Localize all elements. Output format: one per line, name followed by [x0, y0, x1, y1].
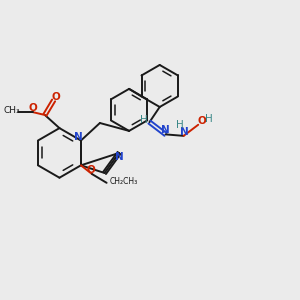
Text: O: O [197, 116, 206, 126]
Text: O: O [28, 103, 37, 113]
Text: N: N [74, 132, 83, 142]
Text: O: O [52, 92, 60, 103]
Text: H: H [205, 114, 213, 124]
Text: H: H [140, 116, 148, 125]
Text: N: N [161, 125, 170, 135]
Text: O: O [86, 165, 95, 175]
Text: N: N [115, 152, 124, 162]
Text: H: H [176, 120, 184, 130]
Text: N: N [180, 127, 189, 137]
Text: CH₃: CH₃ [3, 106, 20, 116]
Text: CH₂CH₃: CH₂CH₃ [110, 177, 138, 186]
